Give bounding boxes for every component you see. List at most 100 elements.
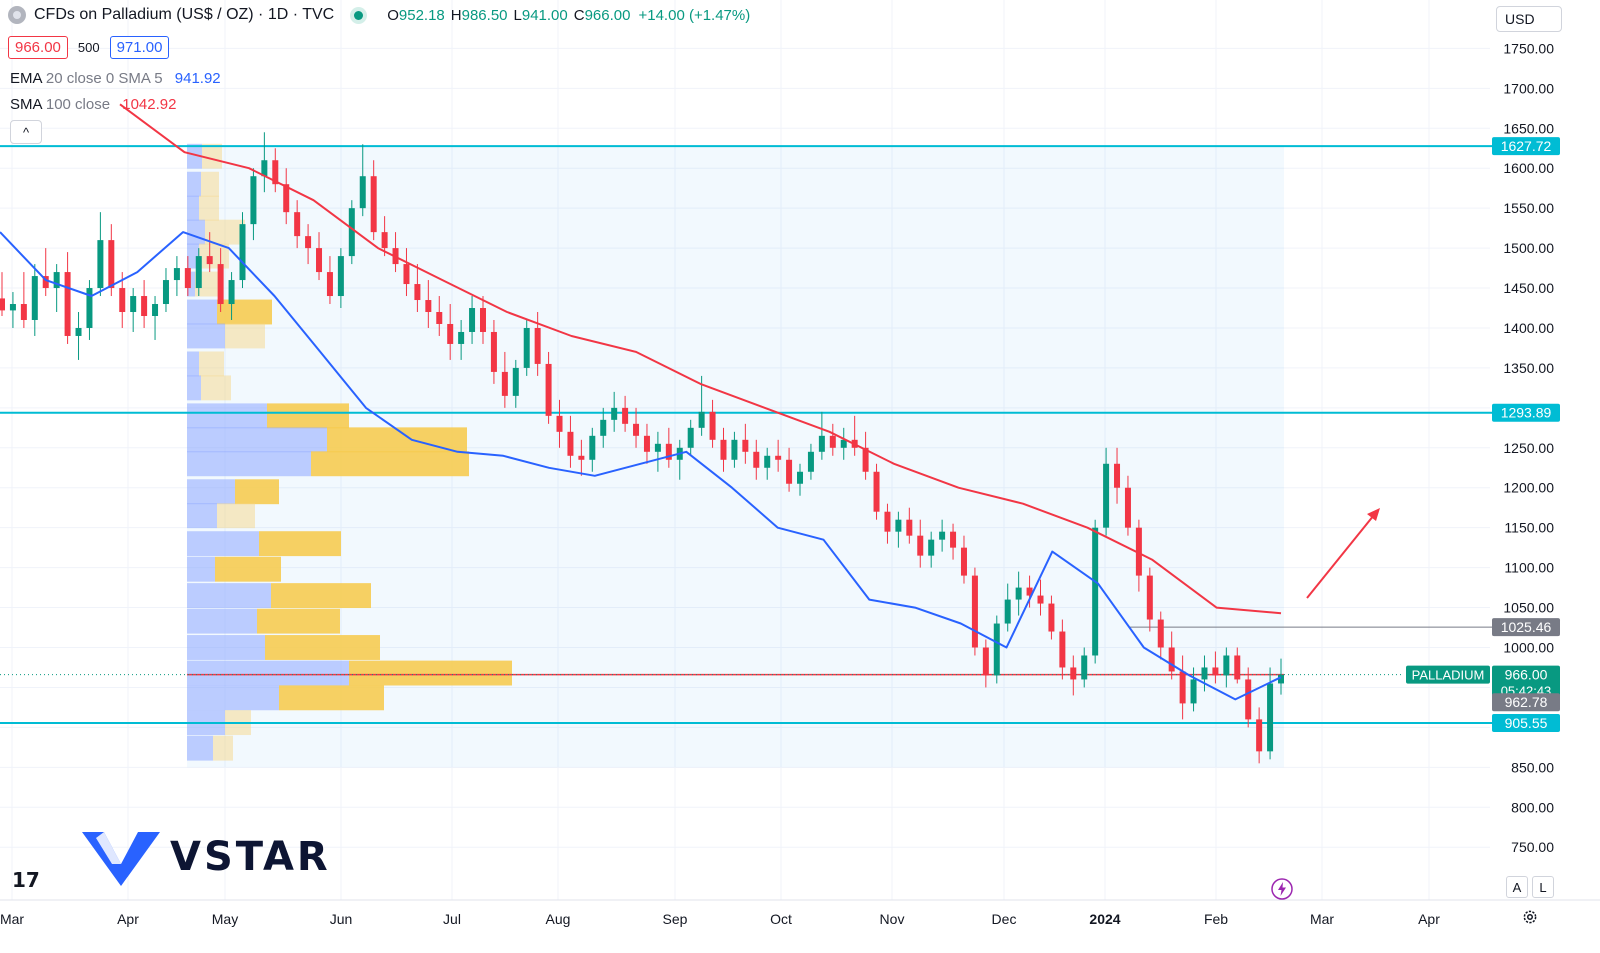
last-price-tag-text: 966.00 bbox=[1505, 667, 1548, 683]
candle-body bbox=[742, 439, 749, 452]
log-scale-button[interactable]: L bbox=[1532, 876, 1554, 898]
time-axis[interactable]: Mar Apr May Jun Jul Aug Sep Oct Nov Dec 2024 Feb Mar… bbox=[0, 911, 1440, 927]
arrow-up-right-icon bbox=[1306, 508, 1380, 599]
candle-body bbox=[1267, 683, 1274, 752]
price-tag-box bbox=[1492, 618, 1560, 637]
buy-button[interactable]: 971.00 bbox=[109, 36, 170, 59]
auto-scale-button[interactable]: A bbox=[1506, 876, 1528, 898]
collapse-icon[interactable]: ^ bbox=[10, 120, 42, 144]
indicator-params: 100 close bbox=[45, 96, 111, 113]
volume-bar-down bbox=[311, 451, 469, 477]
candle-body bbox=[436, 312, 443, 324]
ema-20-line bbox=[0, 231, 1282, 701]
price-tag-box bbox=[1492, 137, 1560, 156]
price-tick-label: 850.00 bbox=[1511, 759, 1554, 775]
candle-body bbox=[20, 304, 27, 320]
open-value: 952.18 bbox=[398, 6, 445, 24]
indicator-sma[interactable]: SMA 100 close 1042.92 bbox=[10, 96, 176, 113]
candle-body bbox=[665, 443, 672, 460]
candle-body bbox=[654, 443, 661, 452]
tradingview-logo[interactable]: 17 bbox=[12, 868, 40, 892]
time-tick-label: Aug bbox=[546, 911, 571, 927]
indicator-params: 20 close 0 SMA 5 bbox=[45, 70, 163, 87]
candle-body bbox=[31, 276, 38, 320]
price-tick-label: 1450.00 bbox=[1503, 280, 1554, 296]
low-label: L bbox=[513, 6, 522, 24]
time-tick-label: Jul bbox=[443, 911, 461, 927]
spread-value: 500 bbox=[77, 40, 100, 55]
price-tick-label: 1500.00 bbox=[1503, 240, 1554, 256]
candle-body bbox=[53, 272, 60, 289]
volume-bar-down bbox=[225, 323, 265, 349]
volume-bar-down bbox=[217, 299, 272, 325]
candle-body bbox=[643, 435, 650, 452]
volume-bar-down bbox=[213, 735, 233, 761]
volume-bar-down bbox=[215, 556, 281, 582]
price-axis[interactable]: 750.00 800.00 850.00 1000.00 1050.00 1100.00 1… bbox=[1503, 40, 1554, 855]
symbol-icon[interactable] bbox=[8, 6, 26, 24]
candle-body bbox=[971, 575, 978, 648]
price-tag-text: 1025.46 bbox=[1501, 619, 1552, 635]
candle-body bbox=[862, 447, 869, 472]
candle-body bbox=[1114, 463, 1121, 488]
time-tick-label: Sep bbox=[663, 911, 688, 927]
candle-body bbox=[272, 160, 279, 185]
candle-body bbox=[523, 327, 530, 368]
volume-bar-up bbox=[187, 531, 259, 557]
volume-bar-down bbox=[257, 608, 340, 634]
candle-body bbox=[184, 268, 191, 289]
indicator-value: 941.92 bbox=[174, 70, 221, 87]
candle-body bbox=[589, 435, 596, 460]
candle-body bbox=[928, 539, 935, 556]
candle-body bbox=[829, 435, 836, 448]
candle-body bbox=[1146, 575, 1153, 620]
price-tick-label: 1400.00 bbox=[1503, 320, 1554, 336]
candle-body bbox=[1212, 667, 1219, 676]
chart-title[interactable]: CFDs on Palladium (US$ / OZ) · 1D · TVC bbox=[34, 6, 335, 23]
candle-body bbox=[119, 288, 126, 313]
volume-bar-up bbox=[187, 143, 202, 169]
candle-body bbox=[75, 327, 82, 336]
volume-bar-down bbox=[235, 479, 279, 505]
currency-button[interactable]: USD bbox=[1496, 6, 1562, 32]
candle-body bbox=[86, 288, 93, 328]
volume-bar-down bbox=[199, 195, 219, 221]
volume-bar-up bbox=[187, 375, 201, 401]
time-tick-label: May bbox=[212, 911, 238, 927]
settings-gear-icon[interactable] bbox=[1521, 908, 1539, 926]
volume-bar-up bbox=[187, 195, 199, 221]
price-tick-label: 800.00 bbox=[1511, 799, 1554, 815]
market-status-icon[interactable] bbox=[354, 10, 364, 20]
price-tick-label: 1600.00 bbox=[1503, 160, 1554, 176]
candle-body bbox=[97, 240, 104, 289]
candle-body bbox=[1245, 679, 1252, 720]
candle-body bbox=[753, 451, 760, 468]
volume-bar-up bbox=[187, 271, 195, 297]
candle-body bbox=[840, 439, 847, 448]
annotations[interactable] bbox=[1306, 508, 1380, 599]
sell-button[interactable]: 966.00 bbox=[8, 36, 68, 59]
indicator-ema[interactable]: EMA 20 close 0 SMA 5 941.92 bbox=[10, 70, 221, 87]
candle-body bbox=[687, 427, 694, 448]
indicator-name: EMA bbox=[10, 70, 42, 87]
lightning-icon[interactable] bbox=[1270, 877, 1294, 901]
candle-body bbox=[370, 176, 377, 233]
symbol-tag-box bbox=[1406, 665, 1490, 684]
candle-body bbox=[1157, 619, 1164, 648]
candle-body bbox=[895, 519, 902, 532]
candle-body bbox=[337, 256, 344, 297]
horizontal-levels[interactable] bbox=[0, 145, 1492, 724]
price-tick-label: 1650.00 bbox=[1503, 120, 1554, 136]
candle-body bbox=[960, 547, 967, 576]
candle-body bbox=[162, 280, 169, 305]
candle-body bbox=[173, 268, 180, 281]
candle-body bbox=[982, 647, 989, 676]
candle-body bbox=[1059, 631, 1066, 668]
candle-body bbox=[1179, 671, 1186, 704]
vstar-logo: VSTAR bbox=[82, 828, 331, 886]
price-tick-label: 1350.00 bbox=[1503, 360, 1554, 376]
open-label: O bbox=[387, 6, 399, 24]
candle-body bbox=[1168, 647, 1175, 672]
candle-body bbox=[534, 327, 541, 364]
